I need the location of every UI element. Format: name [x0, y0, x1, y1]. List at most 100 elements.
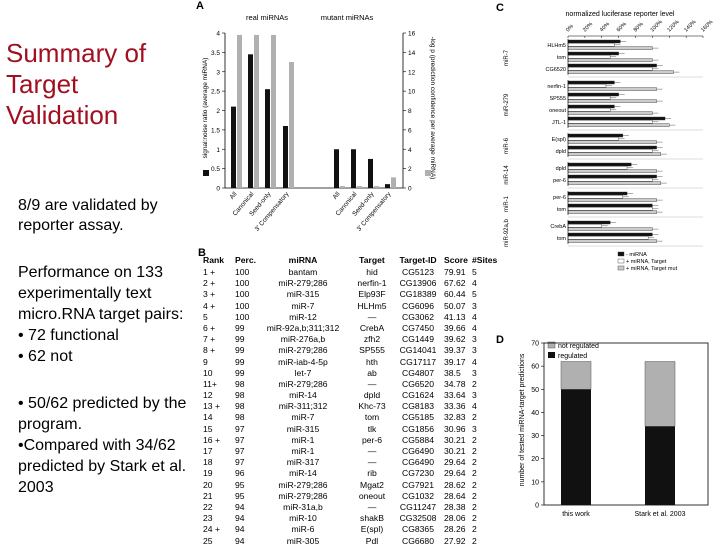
cell-perc: 95: [235, 479, 245, 490]
cell-target-id: CG1856: [401, 423, 434, 434]
tick-label: 20%: [582, 21, 594, 33]
bar-signal-noise: [368, 158, 373, 188]
cell-sites: 2: [472, 468, 477, 479]
table-row: 13 + 98 miR-311;312 Khc-73 CG8183 33.36 4: [202, 401, 482, 412]
cell-target-id: CG6490: [401, 446, 434, 456]
cell-sites: 3: [472, 334, 477, 345]
gene-label: tom: [557, 55, 567, 61]
tick-label-left: 1.5: [211, 127, 220, 134]
cell-target-id: CG6520: [401, 378, 434, 389]
tick-label-left: 4: [216, 31, 220, 38]
cell-mirna: bantam: [288, 267, 318, 277]
bar-regulated: [645, 426, 675, 505]
luciferase-bar: [567, 203, 653, 208]
validated-text: 8/9 are validated by reporter assay.: [18, 197, 158, 234]
cell-target: Khc-73: [358, 401, 386, 412]
cell-target-id: CG3062: [401, 311, 434, 322]
panel-c-chart: normalized luciferase reporter level 0% 2…: [504, 11, 714, 272]
legend-swatch: [617, 251, 625, 257]
tick-label: 80%: [633, 21, 645, 33]
table-row: 15 97 miR-315 tlk CG1856 30.96 3: [202, 424, 482, 435]
prediction-text: • 50/62 predicted by the program. •Compa…: [18, 393, 218, 498]
gene-label: nerfin-1: [547, 84, 566, 90]
bar-signal-noise: [385, 184, 390, 188]
header-perc: Perc.: [235, 255, 257, 265]
cell-perc: 100: [235, 267, 250, 277]
luciferase-bar: [567, 84, 607, 88]
legend-label: + miRNA, Target: [626, 259, 667, 265]
table-row: 11+ 98 miR-279;286 — CG6520 34.78 2: [202, 379, 482, 390]
cell-score: 30.21: [444, 446, 466, 456]
luciferase-bar: [567, 232, 653, 237]
luciferase-bar: [567, 227, 653, 231]
cell-score: 39.62: [444, 334, 466, 345]
tick-label: 40: [531, 410, 539, 417]
cell-target-id: CG5123: [401, 267, 434, 277]
header-rank: Rank: [203, 255, 225, 265]
luciferase-bar: [567, 195, 624, 199]
luciferase-bar: [567, 80, 615, 85]
tick-label-left: 3: [216, 69, 220, 76]
cell-score: 67.62: [444, 278, 466, 289]
table-row: 3 + 100 miR-315 Elp93F CG18389 60.44 5: [202, 289, 482, 300]
cell-target-id: CG1624: [401, 390, 434, 401]
cell-score: 28.62: [444, 479, 466, 490]
cell-sites: 2: [472, 412, 477, 423]
cell-mirna: miR-7: [291, 300, 315, 311]
table-row: 14 98 miR-7 tom CG5185 32.83 2: [202, 412, 482, 423]
cell-perc: 99: [235, 356, 245, 367]
cell-score: 41.13: [444, 311, 466, 322]
cell-target-id: CG14041: [399, 345, 437, 356]
tick-label: 0: [535, 503, 539, 510]
tick-label: 160%: [700, 19, 714, 33]
cell-score: 39.17: [444, 356, 466, 367]
performance-line: Performance on 133: [18, 264, 163, 281]
tick-label-right: 12: [408, 69, 416, 76]
gene-label: HLHm5: [547, 43, 566, 49]
cell-perc: 97: [235, 457, 245, 468]
luciferase-bar: [567, 92, 619, 97]
cell-sites: 2: [472, 490, 477, 501]
legend-not-regulated-swatch: [547, 341, 556, 349]
cell-mirna: miR-279;286: [278, 278, 328, 289]
cell-sites: 5: [472, 289, 477, 300]
tick-label-right: 8: [408, 108, 412, 115]
bar-not-regulated: [560, 361, 592, 390]
cell-mirna: miR-12: [289, 311, 317, 322]
cell-sites: 4: [472, 311, 477, 322]
bar-log-p: [374, 186, 379, 188]
cell-mirna: let-7: [294, 367, 312, 378]
cell-score: 32.83: [444, 412, 466, 423]
cell-target-id: CG5884: [401, 434, 434, 445]
tick-label: 140%: [683, 19, 697, 33]
table-row: 9 99 miR-iab-4-5p hth CG17117 39.17 4: [202, 357, 482, 368]
group-label: miR-92a,b: [504, 219, 510, 247]
cell-target: hid: [366, 267, 378, 277]
table-row: 12 98 miR-14 dpld CG1624 33.64 3: [202, 390, 482, 401]
table-row: 8 + 99 miR-279;286 SP555 CG14041 39.37 3: [202, 345, 482, 356]
cell-score: 29.64: [444, 468, 466, 479]
cell-target-id: CG5185: [401, 412, 434, 423]
tick-label-right: 16: [408, 31, 416, 38]
cell-target-id: CG11247: [399, 501, 437, 512]
category-label: All: [332, 190, 342, 200]
bar-signal-noise: [334, 149, 339, 188]
luciferase-bar: [567, 133, 624, 138]
tick-label: 20: [531, 456, 539, 463]
cell-sites: 2: [472, 524, 477, 535]
cell-perc: 94: [235, 513, 245, 524]
cell-rank: 16 +: [203, 434, 220, 445]
table-row: 25 94 miR-305 Pdl CG6680 27.92 2: [202, 536, 482, 547]
panel-c-label: C: [496, 2, 504, 14]
luciferase-bar: [567, 46, 653, 50]
cell-sites: 4: [472, 401, 477, 412]
cell-mirna: miR-14: [289, 390, 317, 401]
prediction-line: • 50/62 predicted by the: [18, 395, 187, 412]
group-label: miR-7: [504, 49, 510, 66]
luciferase-bar: [567, 162, 632, 167]
luciferase-bar: [567, 108, 611, 112]
bar-signal-noise: [265, 89, 270, 188]
cell-target: zfh2: [363, 334, 381, 345]
cell-perc: 94: [235, 501, 245, 512]
title-line: Summary of: [6, 38, 147, 68]
